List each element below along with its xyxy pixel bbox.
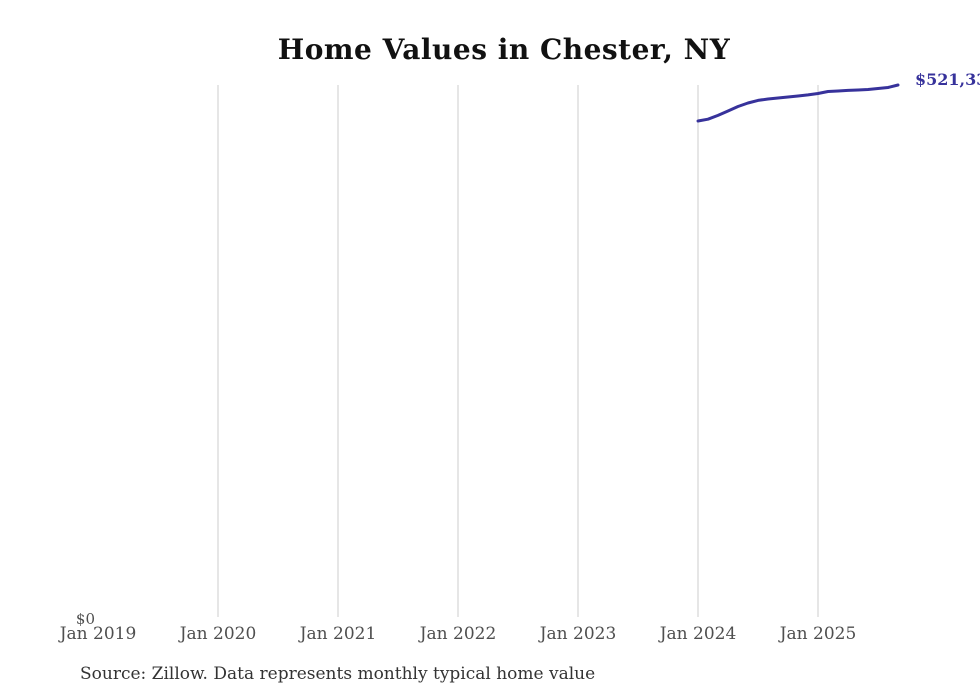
x-axis-tick-label: Jan 2019 (59, 624, 137, 644)
x-axis-tick-label: Jan 2021 (299, 624, 377, 644)
home-value-line (696, 83, 900, 123)
x-axis: Jan 2019 Jan 2020 Jan 2021 Jan 2022 Jan 2023… (0, 624, 980, 646)
y-axis-zero-label: $0 (75, 610, 95, 628)
source-note: Source: Zillow. Data represents monthly … (80, 664, 596, 684)
x-axis-tick-label: Jan 2024 (659, 624, 737, 644)
x-axis-tick-label: Jan 2022 (419, 624, 497, 644)
chart-title: Home Values in Chester, NY (277, 33, 731, 66)
x-axis-tick-label: Jan 2023 (539, 624, 617, 644)
x-axis-tick-label: Jan 2020 (179, 624, 257, 644)
end-value-label: $521,338 (915, 70, 980, 89)
x-axis-tick-label: Jan 2025 (779, 624, 857, 644)
